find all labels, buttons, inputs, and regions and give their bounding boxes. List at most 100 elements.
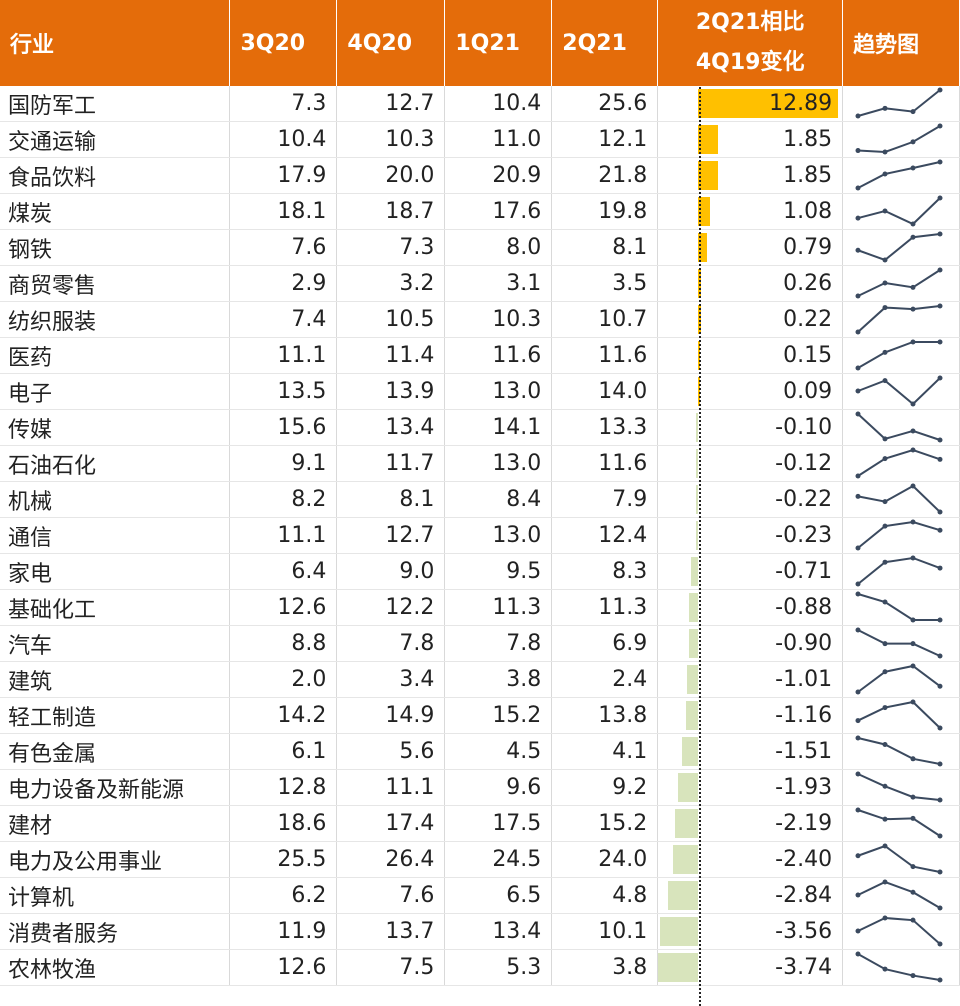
- change-value: 1.85: [783, 127, 833, 152]
- change-cell: 1.85: [657, 157, 844, 194]
- header-change-line2: 4Q19变化: [695, 50, 805, 75]
- value-cell: 18.6: [229, 805, 338, 842]
- industry-name: 轻工制造: [0, 697, 231, 734]
- trend-cell: [842, 445, 960, 482]
- change-value: -0.71: [775, 559, 833, 584]
- sparkline-point: [937, 87, 943, 93]
- value-cell: 11.9: [229, 913, 338, 950]
- change-cell: 0.15: [657, 337, 844, 374]
- trend-cell: [842, 697, 960, 734]
- change-bar: [685, 701, 699, 730]
- change-value: 0.26: [783, 271, 833, 296]
- value-cell: 12.1: [551, 121, 659, 158]
- industry-name: 电力及公用事业: [0, 841, 231, 878]
- sparkline-point: [882, 669, 888, 675]
- industry-name: 钢铁: [0, 229, 231, 266]
- change-bar: [672, 845, 699, 874]
- value-cell: 11.1: [336, 769, 446, 806]
- sparkline-path: [857, 556, 941, 585]
- trend-cell: [842, 157, 960, 194]
- trend-cell: [842, 301, 960, 338]
- industry-name: 食品饮料: [0, 157, 231, 194]
- sparkline-point: [910, 864, 916, 870]
- change-bar: [660, 917, 699, 946]
- value-cell: 7.6: [336, 877, 446, 914]
- value-cell: 12.2: [336, 589, 446, 626]
- value-cell: 10.3: [444, 301, 553, 338]
- change-cell: -0.10: [657, 409, 844, 446]
- trend-cell: [842, 373, 960, 410]
- value-cell: 7.4: [229, 301, 338, 338]
- sparkline: [855, 483, 943, 515]
- sparkline-point: [855, 148, 861, 154]
- sparkline-point: [882, 149, 888, 155]
- sparkline-point: [882, 436, 888, 442]
- sparkline-point: [882, 171, 888, 177]
- sparkline-point: [937, 527, 943, 533]
- table-row: 建筑 2.0 3.4 3.8 2.4 -1.01: [0, 661, 960, 698]
- value-cell: 6.4: [229, 553, 338, 590]
- value-cell: 10.7: [551, 301, 659, 338]
- value-cell: 13.0: [444, 373, 553, 410]
- value-cell: 13.3: [551, 409, 659, 446]
- table-row: 建材 18.6 17.4 17.5 15.2 -2.19: [0, 805, 960, 842]
- value-cell: 12.7: [336, 517, 446, 554]
- change-value: -1.93: [775, 775, 833, 800]
- value-cell: 13.0: [444, 517, 553, 554]
- table-row: 基础化工 12.6 12.2 11.3 11.3 -0.88: [0, 589, 960, 626]
- industry-name: 基础化工: [0, 589, 231, 626]
- sparkline-point: [882, 280, 888, 286]
- sparkline-point: [937, 941, 943, 947]
- sparkline-point: [882, 105, 888, 111]
- change-cell: -0.12: [657, 445, 844, 482]
- change-value: -2.84: [775, 883, 833, 908]
- sparkline: [855, 303, 943, 335]
- change-bar: [698, 233, 707, 262]
- value-cell: 24.0: [551, 841, 659, 878]
- value-cell: 26.4: [336, 841, 446, 878]
- sparkline-path: [857, 377, 941, 406]
- value-cell: 15.2: [551, 805, 659, 842]
- sparkline-path: [857, 269, 941, 297]
- sparkline-point: [910, 973, 916, 979]
- value-cell: 8.1: [551, 229, 659, 266]
- sparkline-point: [910, 555, 916, 561]
- value-cell: 4.8: [551, 877, 659, 914]
- sparkline: [855, 843, 943, 875]
- change-cell: -0.90: [657, 625, 844, 662]
- value-cell: 10.4: [229, 121, 338, 158]
- sparkline: [855, 699, 943, 731]
- table-body: 国防军工 7.3 12.7 10.4 25.6 12.89 交通运输 10.4 10.3 11.0…: [0, 86, 960, 986]
- value-cell: 8.1: [336, 481, 446, 518]
- sparkline: [855, 375, 943, 407]
- sparkline-point: [910, 617, 916, 623]
- value-cell: 3.8: [444, 661, 553, 698]
- industry-name: 传媒: [0, 409, 231, 446]
- sparkline-point: [910, 917, 916, 923]
- value-cell: 7.8: [336, 625, 446, 662]
- header-industry: 行业: [0, 0, 231, 86]
- trend-cell: [842, 481, 960, 518]
- change-bar: [698, 161, 719, 190]
- sparkline-path: [857, 233, 941, 262]
- trend-cell: [842, 841, 960, 878]
- change-bar: [695, 521, 699, 550]
- sparkline-point: [910, 306, 916, 312]
- change-value: 1.08: [783, 199, 833, 224]
- header-1q21: 1Q21: [444, 0, 553, 86]
- value-cell: 6.9: [551, 625, 659, 662]
- value-cell: 10.5: [336, 301, 446, 338]
- sparkline-path: [857, 809, 941, 837]
- value-cell: 11.6: [551, 445, 659, 482]
- sparkline: [855, 771, 943, 803]
- value-cell: 10.3: [336, 121, 446, 158]
- table-row: 电力设备及新能源 12.8 11.1 9.6 9.2 -1.93: [0, 769, 960, 806]
- change-cell: -1.16: [657, 697, 844, 734]
- sparkline-point: [882, 208, 888, 214]
- value-cell: 10.4: [444, 86, 553, 122]
- sparkline-point: [937, 617, 943, 623]
- sparkline-point: [882, 559, 888, 565]
- value-cell: 9.5: [444, 553, 553, 590]
- value-cell: 17.5: [444, 805, 553, 842]
